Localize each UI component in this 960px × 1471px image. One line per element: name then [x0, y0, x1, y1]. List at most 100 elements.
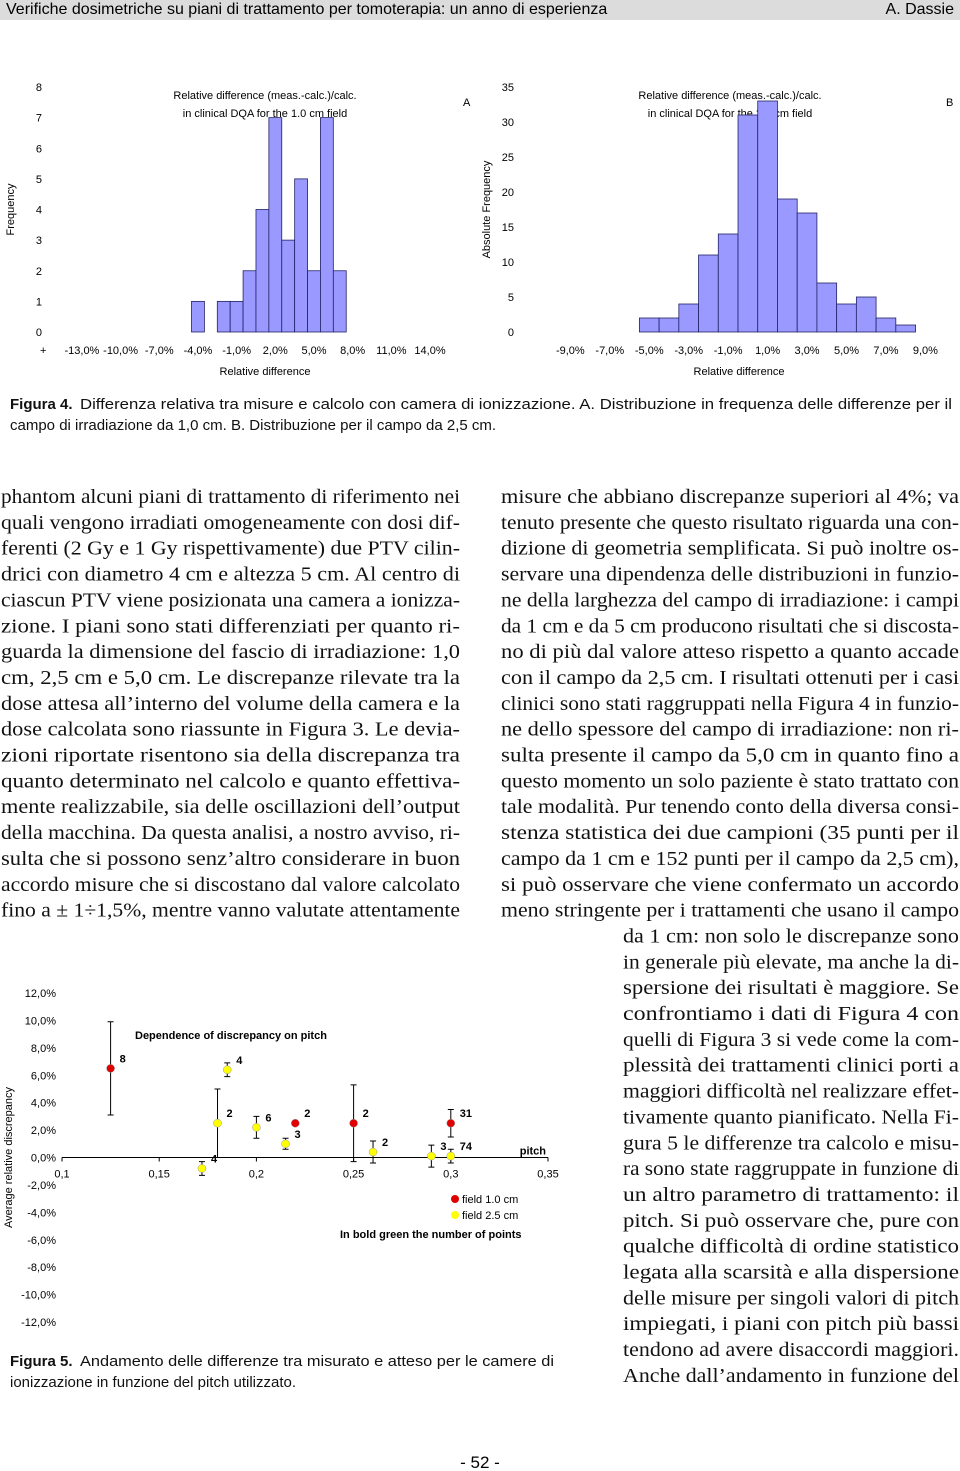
- body-line: dose attesa all’interno del volume della…: [1, 694, 460, 715]
- x-tick-label: -10,0%: [103, 345, 138, 357]
- point-count: 31: [460, 1108, 472, 1120]
- histogram-bar: [836, 303, 857, 333]
- body-line: tivamente quanto pianificato. Nella Fi-: [623, 1107, 959, 1128]
- y-tick-label: 10,0%: [25, 1015, 56, 1027]
- y-tick-label: 8,0%: [31, 1043, 56, 1055]
- y-tick-label: 2,0%: [31, 1125, 56, 1137]
- y-tick-label: 5: [508, 292, 514, 304]
- body-line: da 1 cm: non solo le discrepanze sono: [623, 926, 959, 947]
- x-tick-label: 1,0%: [755, 345, 780, 357]
- body-line: quali vengono irradiati omogeneamente co…: [1, 513, 460, 534]
- body-line: tendono ad avere disaccordi maggiori.: [623, 1340, 959, 1361]
- body-line: cm, 2,5 cm e 5,0 cm. Le discrepanze rile…: [1, 668, 460, 689]
- body-line: ra sono state raggruppate in funzione di: [623, 1159, 960, 1180]
- header-band: [0, 0, 960, 20]
- histogram-bar: [658, 317, 680, 333]
- header-title: Verifiche dosimetriche su piani di tratt…: [6, 1, 607, 18]
- header-author: A. Dassie: [886, 1, 955, 18]
- point-count: 3: [295, 1129, 301, 1141]
- x-tick-label: 0,3: [443, 1169, 458, 1181]
- y-tick-label: -12,0%: [21, 1317, 56, 1329]
- body-line: spersione dei risultati è maggiore. Se: [623, 978, 959, 999]
- y-tick-label: 10: [502, 257, 514, 269]
- body-line: dose calcolata sono riassunte in Figura …: [1, 720, 460, 741]
- caption-label: Figura 5.: [10, 1353, 73, 1370]
- body-line: guarda la dimensione del fascio di irrad…: [1, 642, 460, 663]
- body-line: qualche difficoltà di ordine statistico: [623, 1237, 959, 1258]
- body-line: campo da 1 cm e 152 punti per il campo d…: [501, 849, 959, 870]
- caption-line: ionizzazione in funzione del pitch utili…: [10, 1374, 296, 1391]
- body-line: ciascun PTV viene posizionata una camera…: [1, 590, 460, 611]
- histogram-bar: [777, 198, 798, 333]
- body-line: pitch. Si può osservare che, pure con: [623, 1211, 959, 1232]
- data-point: [446, 1151, 456, 1161]
- y-tick-label: 8: [36, 82, 42, 94]
- caption-label: Figura 4.: [10, 396, 73, 413]
- histogram-bar: [191, 300, 205, 333]
- y-tick-label: 5: [36, 174, 42, 186]
- point-count: 2: [227, 1108, 233, 1120]
- point-count: 74: [460, 1141, 473, 1153]
- body-line: zione. I piani sono stati differenziati …: [1, 616, 460, 637]
- y-tick-label: 25: [502, 152, 514, 164]
- x-tick-label: 0,2: [249, 1169, 264, 1181]
- y-tick-label: -10,0%: [21, 1290, 56, 1302]
- y-tick-label: 0: [508, 327, 514, 339]
- histogram-bar: [307, 270, 321, 333]
- point-count: 2: [363, 1108, 369, 1120]
- histogram-bar: [281, 239, 296, 333]
- histogram-bar: [698, 254, 719, 333]
- caption-line: Differenza relativa tra misure e calcolo…: [80, 396, 952, 413]
- x-tick-label: 0,25: [343, 1169, 364, 1181]
- histogram-bar: [678, 303, 699, 333]
- y-tick-label: -8,0%: [27, 1262, 56, 1274]
- histogram-bar: [320, 117, 334, 333]
- legend-label: field 1.0 cm: [462, 1194, 518, 1206]
- body-line: questo momento un solo paziente è stato …: [501, 771, 959, 792]
- x-tick-label: 0,35: [537, 1169, 558, 1181]
- histogram-bar: [294, 178, 308, 333]
- body-line: ne della larghezza del campo di irradiaz…: [501, 590, 960, 611]
- body-line: gura 5 le differenze tra calcolo e misu-: [623, 1133, 959, 1154]
- point-count: 4: [211, 1153, 218, 1165]
- y-axis-label: Frequency: [5, 183, 17, 235]
- body-line: ne dello spessore del campo di irradiazi…: [501, 720, 959, 741]
- point-count: 6: [265, 1112, 271, 1124]
- x-axis-label: pitch: [520, 1146, 547, 1158]
- y-tick-label: 12,0%: [25, 988, 56, 1000]
- body-line: maggiori difficoltà nel realizzare effet…: [623, 1082, 959, 1103]
- body-line: della macchina. Da questa analisi, a nos…: [1, 823, 460, 844]
- histogram-bar: [895, 324, 916, 333]
- x-tick-label: 5,0%: [834, 345, 859, 357]
- x-tick-label: +: [40, 345, 46, 357]
- data-point: [197, 1164, 207, 1173]
- body-line: da 1 cm e da 5 cm producono risultati ch…: [501, 616, 959, 637]
- body-line: sulta che si possono senz’altro consider…: [1, 849, 460, 870]
- body-line: si può osservare che viene confermato un…: [501, 875, 959, 896]
- y-tick-label: 3: [36, 235, 42, 247]
- y-tick-label: 20: [502, 187, 514, 199]
- body-line: quanto determinato nel calcolo e quanto …: [1, 771, 460, 792]
- body-line: clinici sono stati raggruppati nella Fig…: [501, 694, 959, 715]
- chart-title: in clinical DQA for the 1.0 cm field: [183, 108, 347, 120]
- chart-note: In bold green the number of points: [340, 1229, 522, 1241]
- x-tick-label: 7,0%: [873, 345, 898, 357]
- body-line: tale modalità. Pur tenendo conto della d…: [501, 797, 959, 818]
- body-line: delle misure per singoli valori di pitch: [623, 1288, 959, 1309]
- body-line: no di più dal valore atteso rispetto a q…: [501, 642, 959, 663]
- histogram-bar: [229, 300, 244, 333]
- data-point: [349, 1118, 358, 1128]
- page-number: - 52 -: [460, 1453, 500, 1471]
- chart-title: Relative difference (meas.-calc.)/calc.: [173, 90, 356, 102]
- y-tick-label: 35: [502, 82, 514, 94]
- x-tick-label: -9,0%: [556, 345, 585, 357]
- body-line: Anche dall’andamento in funzione del: [623, 1366, 960, 1387]
- histogram-bar: [875, 317, 897, 333]
- y-tick-label: 6,0%: [31, 1070, 56, 1082]
- x-tick-label: -7,0%: [595, 345, 624, 357]
- x-tick-label: 14,0%: [414, 345, 445, 357]
- body-line: drici con diametro 4 cm e altezza 5 cm. …: [1, 565, 461, 586]
- y-tick-label: 7: [36, 113, 42, 125]
- legend-label: field 2.5 cm: [462, 1210, 518, 1222]
